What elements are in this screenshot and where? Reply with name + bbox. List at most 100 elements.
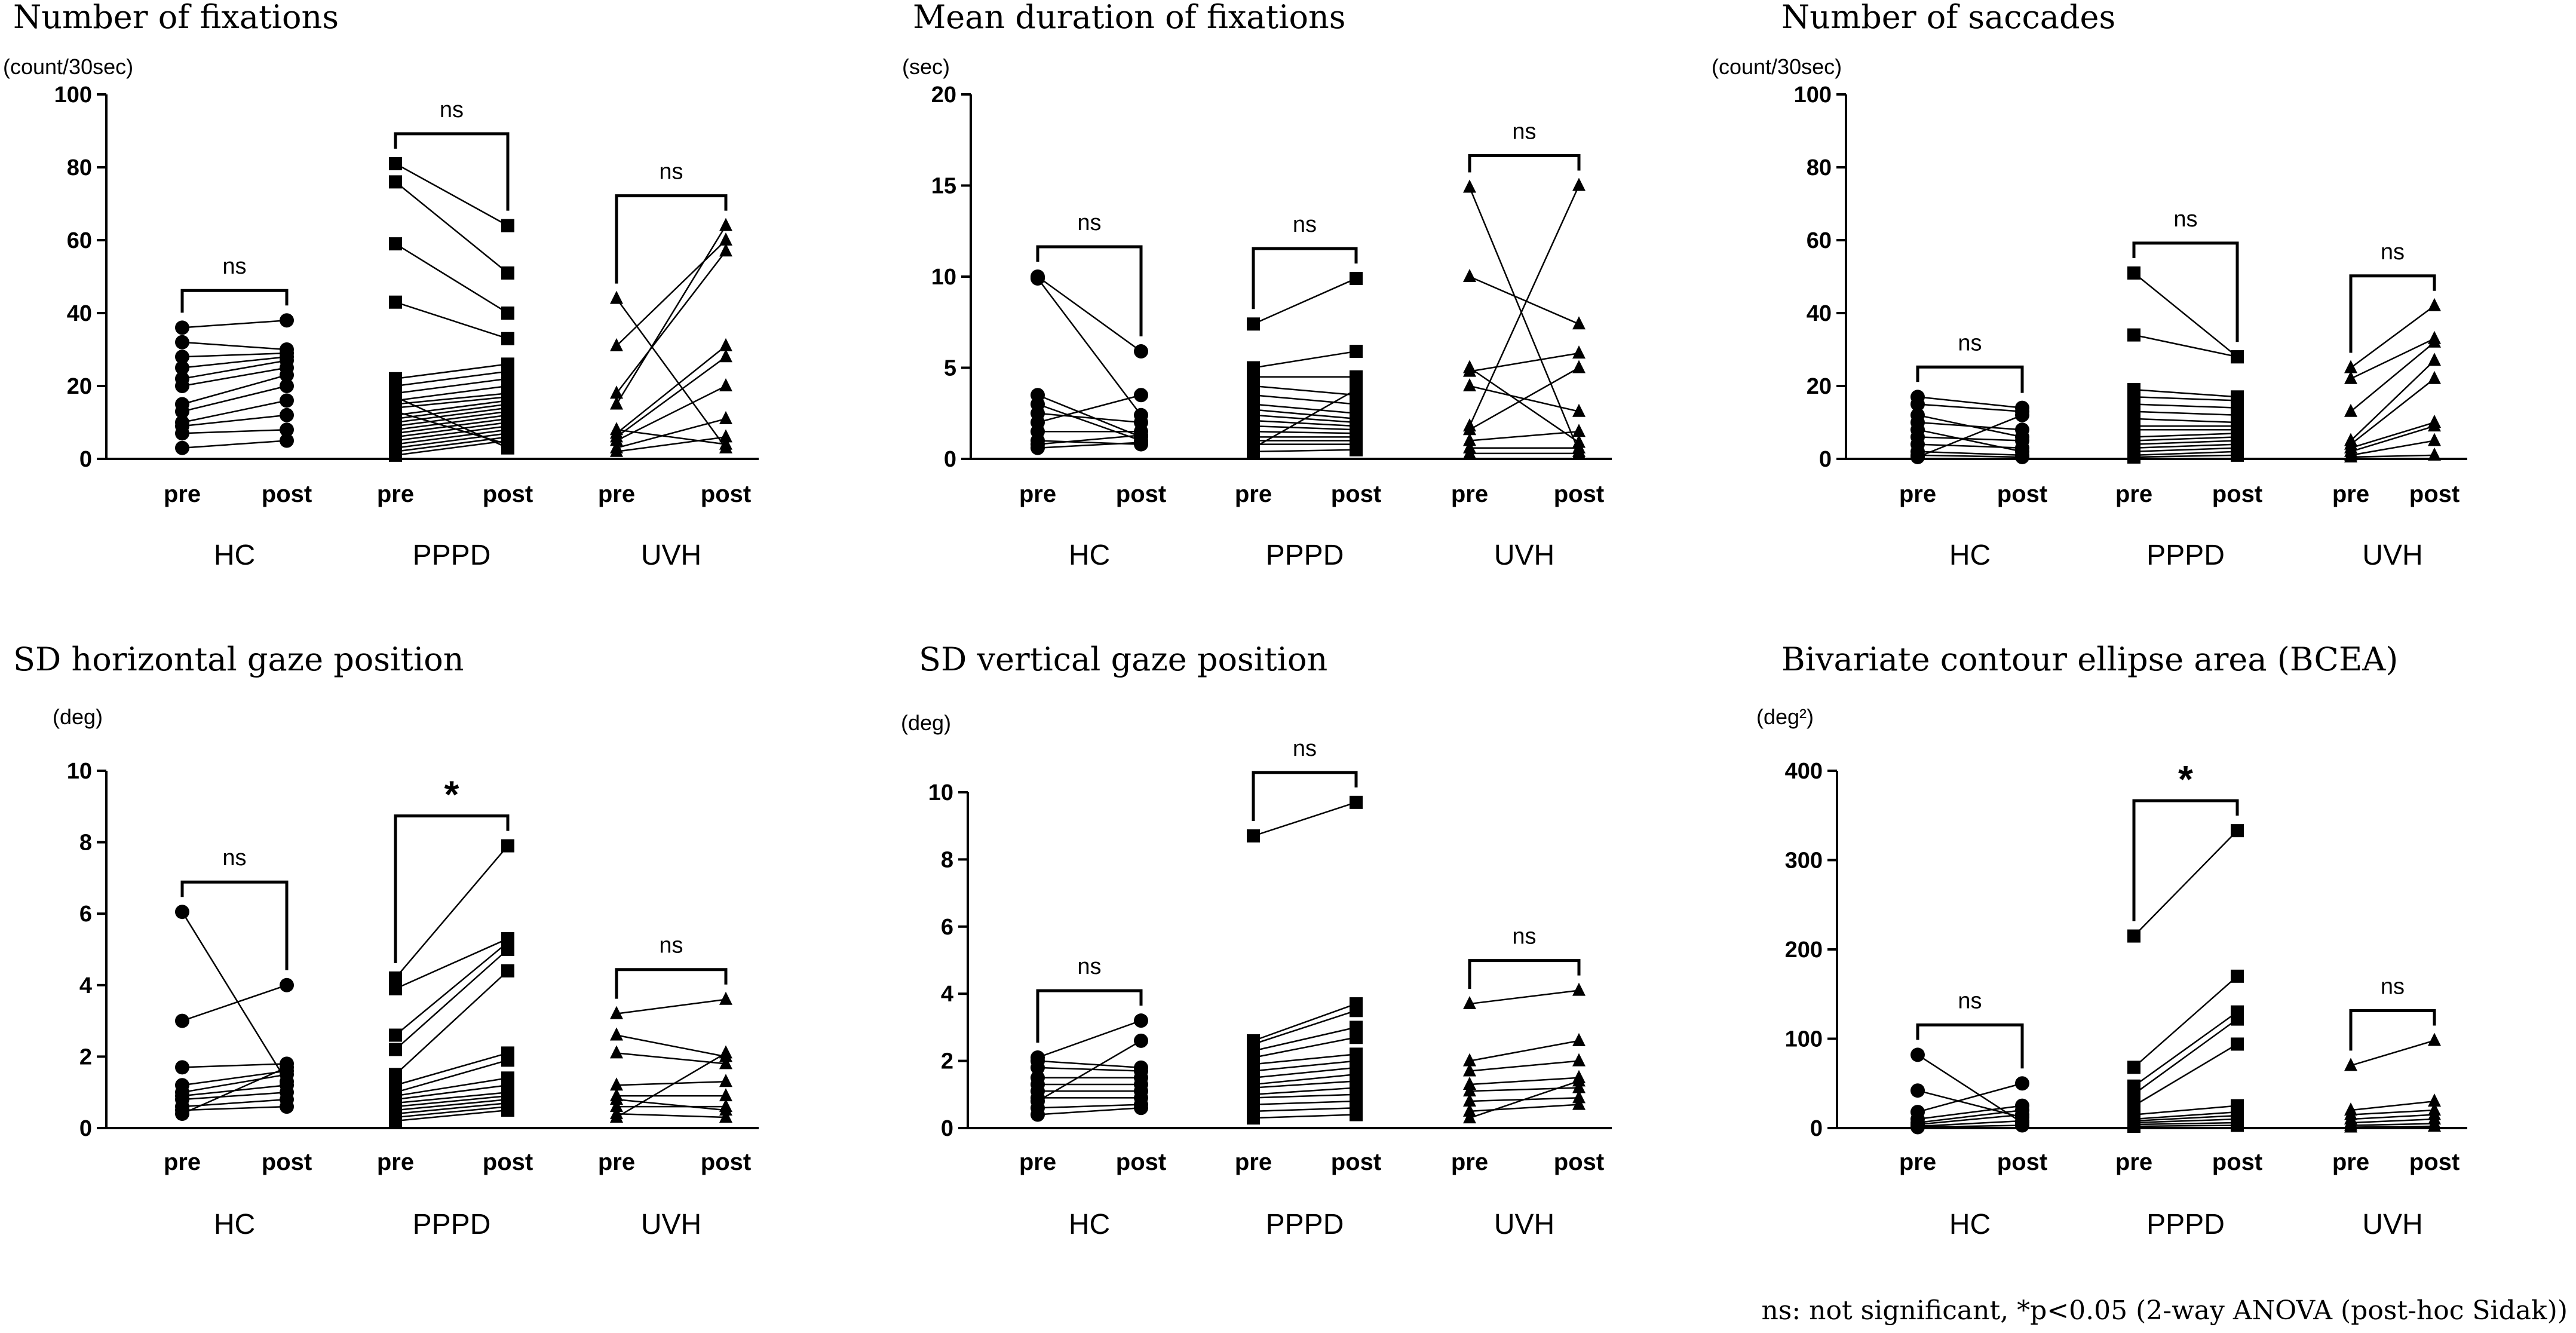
significance-label: ns (2173, 207, 2197, 232)
subject-line (2350, 1040, 2435, 1067)
data-point-post (280, 433, 294, 448)
data-point-post (1572, 1073, 1586, 1087)
subject-line (395, 1109, 508, 1122)
subject-line (1917, 451, 2023, 456)
subject-line (395, 1091, 508, 1104)
panel-mean-duration-of-fixations: Mean duration of fixations (sec) 0 5 10 15 2… (902, 0, 1612, 571)
subject-line (1917, 1083, 2023, 1113)
data-point-post (1572, 177, 1586, 191)
subject-line (616, 1052, 726, 1065)
group-uvh: pre post UVH ns (2332, 240, 2460, 571)
subject-line (1037, 1107, 1142, 1116)
subject-line (182, 414, 287, 427)
data-point-pre (1910, 1083, 1925, 1098)
data-point-pre (175, 335, 189, 350)
significance-bracket (2132, 241, 2239, 342)
y-tick-label: 8 (79, 831, 92, 856)
subject-line (2133, 1111, 2238, 1120)
subject-line (1917, 421, 2023, 431)
data-point-pre (175, 1107, 189, 1121)
panel-title: Mean duration of fixations (913, 0, 1345, 36)
data-point-pre (175, 360, 189, 375)
subject-line (395, 845, 508, 979)
subject-line (1253, 431, 1357, 434)
data-point-post (280, 313, 294, 328)
x-tick-label-pre: pre (2115, 1149, 2152, 1175)
subject-line (182, 1074, 287, 1093)
subject-line (395, 370, 508, 387)
data-point-post (501, 964, 514, 977)
data-point-post (1572, 1053, 1586, 1067)
subject-line (2133, 433, 2238, 438)
data-point-post (719, 1099, 732, 1113)
subject-line (2133, 975, 2238, 1068)
panel-number-of-fixations: Number of fixations (count/30sec) 0 20 40 6… (3, 0, 759, 571)
panel-title: SD horizontal gaze position (13, 641, 464, 678)
data-point-post (719, 1074, 732, 1087)
subject-line (616, 345, 726, 434)
data-point-pre (389, 237, 402, 251)
data-point-pre (389, 175, 402, 189)
significance-label: ns (1512, 119, 1536, 145)
subject-line (395, 1098, 508, 1111)
subject-line (1917, 1114, 2023, 1126)
y-tick-label: 8 (941, 847, 953, 872)
group-label: UVH (2362, 540, 2422, 571)
data-point-pre (175, 371, 189, 386)
subject-line (395, 1059, 508, 1093)
subject-line (182, 1105, 287, 1111)
y-tick-label: 20 (1807, 374, 1832, 399)
data-point-pre (1463, 1103, 1476, 1117)
subject-line (1253, 350, 1357, 369)
subject-line (1253, 277, 1357, 325)
data-point-post (280, 393, 294, 408)
subject-line (2350, 1125, 2435, 1128)
y-unit-label: (sec) (902, 54, 950, 79)
y-tick-label: 0 (944, 447, 956, 472)
subject-line (1469, 1060, 1580, 1072)
subject-line (395, 942, 508, 1036)
subject-line (2133, 1105, 2238, 1116)
data-point-pre (2127, 1061, 2140, 1074)
significance-bracket (2349, 274, 2436, 353)
subject-line (395, 396, 508, 449)
subject-line (2133, 830, 2238, 937)
y-tick-label: 200 (1785, 937, 1823, 963)
subject-line (1468, 185, 1580, 427)
data-point-post (1350, 1004, 1363, 1018)
data-point-pre (1247, 445, 1260, 458)
subject-line (2350, 421, 2435, 449)
data-point-post (2231, 1012, 2244, 1026)
x-tick-label-pre: pre (2332, 1149, 2369, 1175)
y-tick-label: 20 (67, 374, 92, 399)
group-pppd: pre post PPPD * (2115, 758, 2262, 1240)
y-tick-label: 20 (931, 82, 956, 108)
x-tick-label-pre: pre (598, 481, 635, 507)
subject-line (616, 1052, 726, 1119)
subject-line (1917, 454, 2023, 458)
significance-label: ns (2381, 240, 2405, 265)
x-tick-label-pre: pre (1019, 1149, 1056, 1175)
group-label: UVH (641, 540, 701, 571)
y-tick-label: 100 (1794, 82, 1832, 108)
data-point-post (719, 429, 732, 443)
data-point-pre (610, 422, 623, 436)
group-label: PPPD (413, 1209, 491, 1240)
data-point-pre (610, 1110, 623, 1123)
subject-line (2133, 451, 2238, 456)
data-point-pre (389, 971, 402, 985)
significance-label: ns (440, 97, 464, 122)
x-tick-label-post: post (1554, 481, 1604, 507)
data-point-pre (175, 350, 189, 364)
subject-line (1253, 449, 1357, 453)
y-tick-label: 400 (1785, 759, 1823, 784)
subject-line (1469, 367, 1580, 431)
x-tick-label-pre: pre (2332, 481, 2369, 507)
subject-line (2133, 1118, 2238, 1124)
data-point-post (719, 243, 732, 257)
group-label: UVH (1494, 1209, 1554, 1240)
subject-line (616, 250, 726, 394)
group-uvh: pre post UVH ns (2332, 974, 2460, 1240)
subject-line (1253, 1067, 1357, 1078)
x-tick-label-pre: pre (164, 1149, 201, 1175)
